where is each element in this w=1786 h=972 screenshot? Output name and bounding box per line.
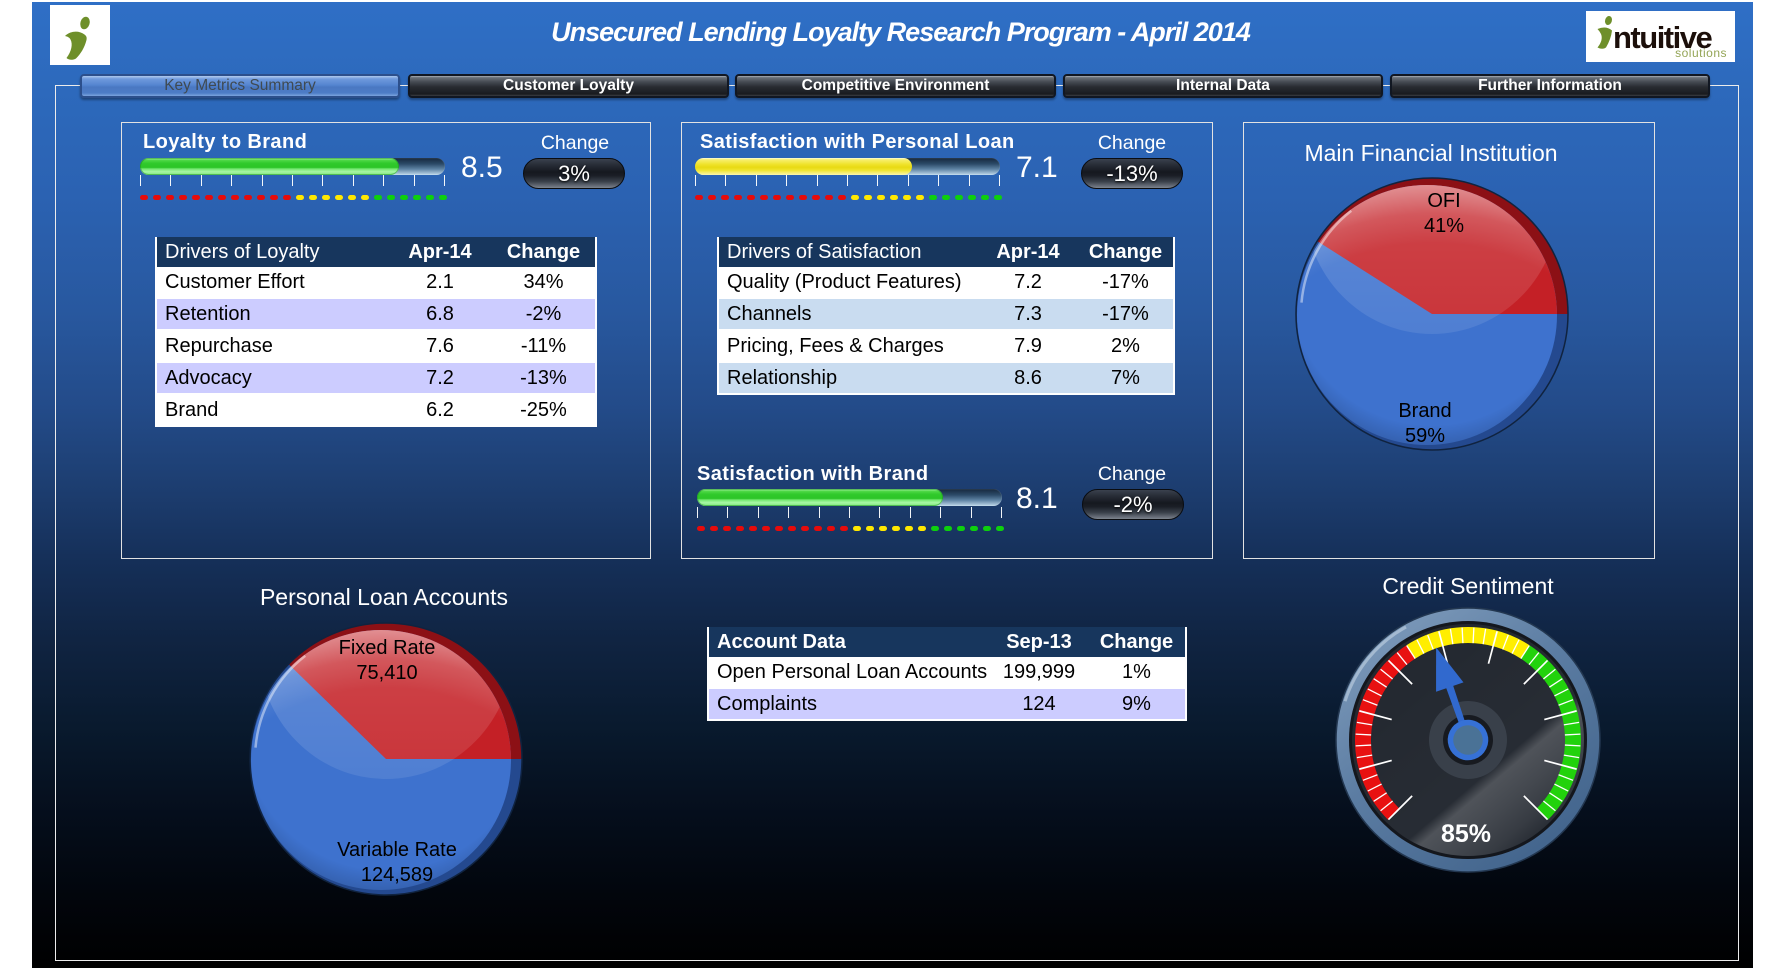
svg-text:Brand: Brand (1398, 400, 1451, 422)
svg-text:ntuitive: ntuitive (1613, 20, 1712, 55)
svg-text:75,410: 75,410 (356, 662, 417, 684)
svg-text:Variable Rate: Variable Rate (337, 839, 457, 861)
svg-text:59%: 59% (1405, 425, 1445, 447)
svg-text:OFI: OFI (1427, 190, 1460, 212)
svg-text:41%: 41% (1424, 215, 1464, 237)
svg-text:Fixed Rate: Fixed Rate (339, 637, 436, 659)
svg-text:124,589: 124,589 (361, 864, 433, 886)
svg-text:85%: 85% (1441, 820, 1491, 848)
svg-text:solutions: solutions (1675, 46, 1727, 60)
